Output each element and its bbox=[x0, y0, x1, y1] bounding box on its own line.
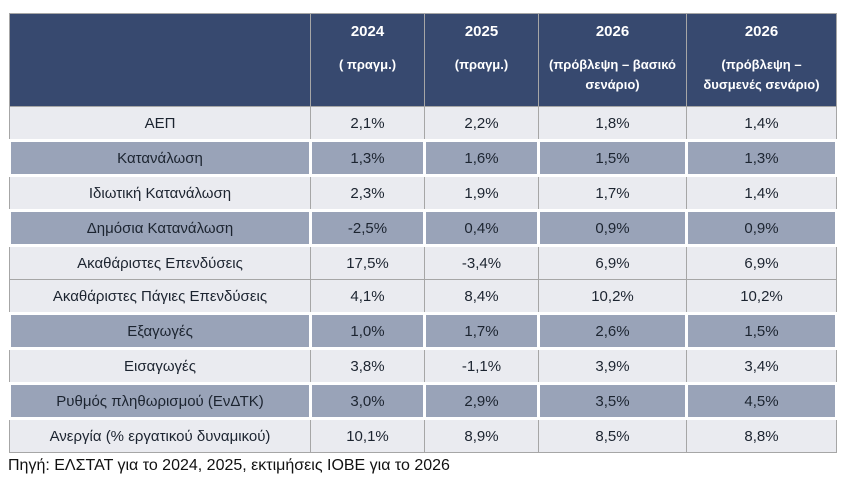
row-value: 1,4% bbox=[686, 106, 837, 141]
row-value: 10,1% bbox=[310, 418, 425, 453]
row-value: 2,1% bbox=[310, 106, 425, 141]
table-row: Εισαγωγές 3,8% -1,1% 3,9% 3,4% bbox=[9, 348, 837, 384]
row-value: 1,3% bbox=[309, 139, 426, 177]
row-value: 1,5% bbox=[537, 139, 688, 177]
row-value: 1,4% bbox=[686, 175, 837, 211]
row-value: 2,9% bbox=[423, 382, 540, 420]
table-row: Ακαθάριστες Πάγιες Επενδύσεις 4,1% 8,4% 10,… bbox=[9, 279, 837, 314]
table-row: Ιδιωτική Κατανάλωση 2,3% 1,9% 1,7% 1,4% bbox=[9, 175, 837, 211]
header-row: 2024 ( πραγμ.) 2025 (πραγμ.) 2026 (πρόβλ… bbox=[9, 13, 837, 107]
row-value: 1,9% bbox=[424, 175, 539, 211]
row-value: 10,2% bbox=[538, 279, 687, 314]
row-value: 1,6% bbox=[423, 139, 540, 177]
table-row: Εξαγωγές 1,0% 1,7% 2,6% 1,5% bbox=[8, 312, 838, 350]
row-value: 6,9% bbox=[686, 245, 837, 280]
row-label: Δημόσια Κατανάλωση bbox=[8, 209, 312, 247]
row-value: 3,8% bbox=[310, 348, 425, 384]
row-value: 3,4% bbox=[686, 348, 837, 384]
row-value: 8,4% bbox=[424, 279, 539, 314]
row-label: Εξαγωγές bbox=[8, 312, 312, 350]
row-label: Ιδιωτική Κατανάλωση bbox=[9, 175, 311, 211]
row-value: 4,1% bbox=[310, 279, 425, 314]
row-value: 2,6% bbox=[537, 312, 688, 350]
row-value: 3,9% bbox=[538, 348, 687, 384]
row-label: Ανεργία (% εργατικού δυναμικού) bbox=[9, 418, 311, 453]
table-row: Δημόσια Κατανάλωση -2,5% 0,4% 0,9% 0,9% bbox=[8, 209, 838, 247]
row-value: 1,3% bbox=[685, 139, 838, 177]
row-value: 8,8% bbox=[686, 418, 837, 453]
row-label: Κατανάλωση bbox=[8, 139, 312, 177]
row-value: 1,5% bbox=[685, 312, 838, 350]
table-row: ΑΕΠ 2,1% 2,2% 1,8% 1,4% bbox=[9, 106, 837, 141]
row-value: 1,0% bbox=[309, 312, 426, 350]
table-row: Ανεργία (% εργατικού δυναμικού) 10,1% 8,9%… bbox=[9, 418, 837, 453]
row-label: ΑΕΠ bbox=[9, 106, 311, 141]
column-note: (πραγμ.) bbox=[454, 57, 509, 72]
row-value: 2,3% bbox=[310, 175, 425, 211]
row-value: 6,9% bbox=[538, 245, 687, 280]
row-value: -3,4% bbox=[424, 245, 539, 280]
row-value: 17,5% bbox=[310, 245, 425, 280]
column-note: (πρόβλεψη – δυσμενές σενάριο) bbox=[703, 57, 820, 92]
column-year: 2024 bbox=[350, 23, 385, 40]
row-value: 0,4% bbox=[423, 209, 540, 247]
row-value: 1,7% bbox=[538, 175, 687, 211]
row-value: -1,1% bbox=[424, 348, 539, 384]
header-cell-2025: 2025 (πραγμ.) bbox=[424, 13, 539, 107]
row-label: Ακαθάριστες Πάγιες Επενδύσεις bbox=[9, 279, 311, 314]
row-value: 1,8% bbox=[538, 106, 687, 141]
table-row: Ακαθάριστες Επενδύσεις 17,5% -3,4% 6,9% 6,9% bbox=[9, 245, 837, 280]
row-label: Ρυθμός πληθωρισμού (ΕνΔΤΚ) bbox=[8, 382, 312, 420]
column-year: 2025 bbox=[464, 23, 499, 40]
economic-indicators-table: 2024 ( πραγμ.) 2025 (πραγμ.) 2026 (πρόβλ… bbox=[8, 13, 838, 453]
header-cell-2024: 2024 ( πραγμ.) bbox=[310, 13, 425, 107]
column-year: 2026 bbox=[595, 23, 630, 40]
header-cell-empty bbox=[9, 13, 311, 107]
column-note: ( πραγμ.) bbox=[338, 57, 397, 72]
header-cell-2026-adverse: 2026 (πρόβλεψη – δυσμενές σενάριο) bbox=[686, 13, 837, 107]
row-value: 8,9% bbox=[424, 418, 539, 453]
row-value: 3,5% bbox=[537, 382, 688, 420]
row-value: 8,5% bbox=[538, 418, 687, 453]
row-label: Εισαγωγές bbox=[9, 348, 311, 384]
table-row: Ρυθμός πληθωρισμού (ΕνΔΤΚ) 3,0% 2,9% 3,5% 4,… bbox=[8, 382, 838, 420]
row-value: 2,2% bbox=[424, 106, 539, 141]
row-value: 4,5% bbox=[685, 382, 838, 420]
header-cell-2026-baseline: 2026 (πρόβλεψη – βασικό σενάριο) bbox=[538, 13, 687, 107]
table-row: Κατανάλωση 1,3% 1,6% 1,5% 1,3% bbox=[8, 139, 838, 177]
row-value: -2,5% bbox=[309, 209, 426, 247]
row-value: 0,9% bbox=[685, 209, 838, 247]
row-value: 10,2% bbox=[686, 279, 837, 314]
row-label: Ακαθάριστες Επενδύσεις bbox=[9, 245, 311, 280]
table-body: ΑΕΠ 2,1% 2,2% 1,8% 1,4% Κατανάλωση 1,3% 1,6% 1,5… bbox=[8, 106, 838, 453]
row-value: 1,7% bbox=[423, 312, 540, 350]
row-value: 0,9% bbox=[537, 209, 688, 247]
column-year: 2026 bbox=[744, 23, 779, 40]
source-note: Πηγή: ΕΛΣΤΑΤ για το 2024, 2025, εκτιμήσε… bbox=[8, 457, 450, 474]
column-note: (πρόβλεψη – βασικό σενάριο) bbox=[549, 57, 676, 92]
row-value: 3,0% bbox=[309, 382, 426, 420]
